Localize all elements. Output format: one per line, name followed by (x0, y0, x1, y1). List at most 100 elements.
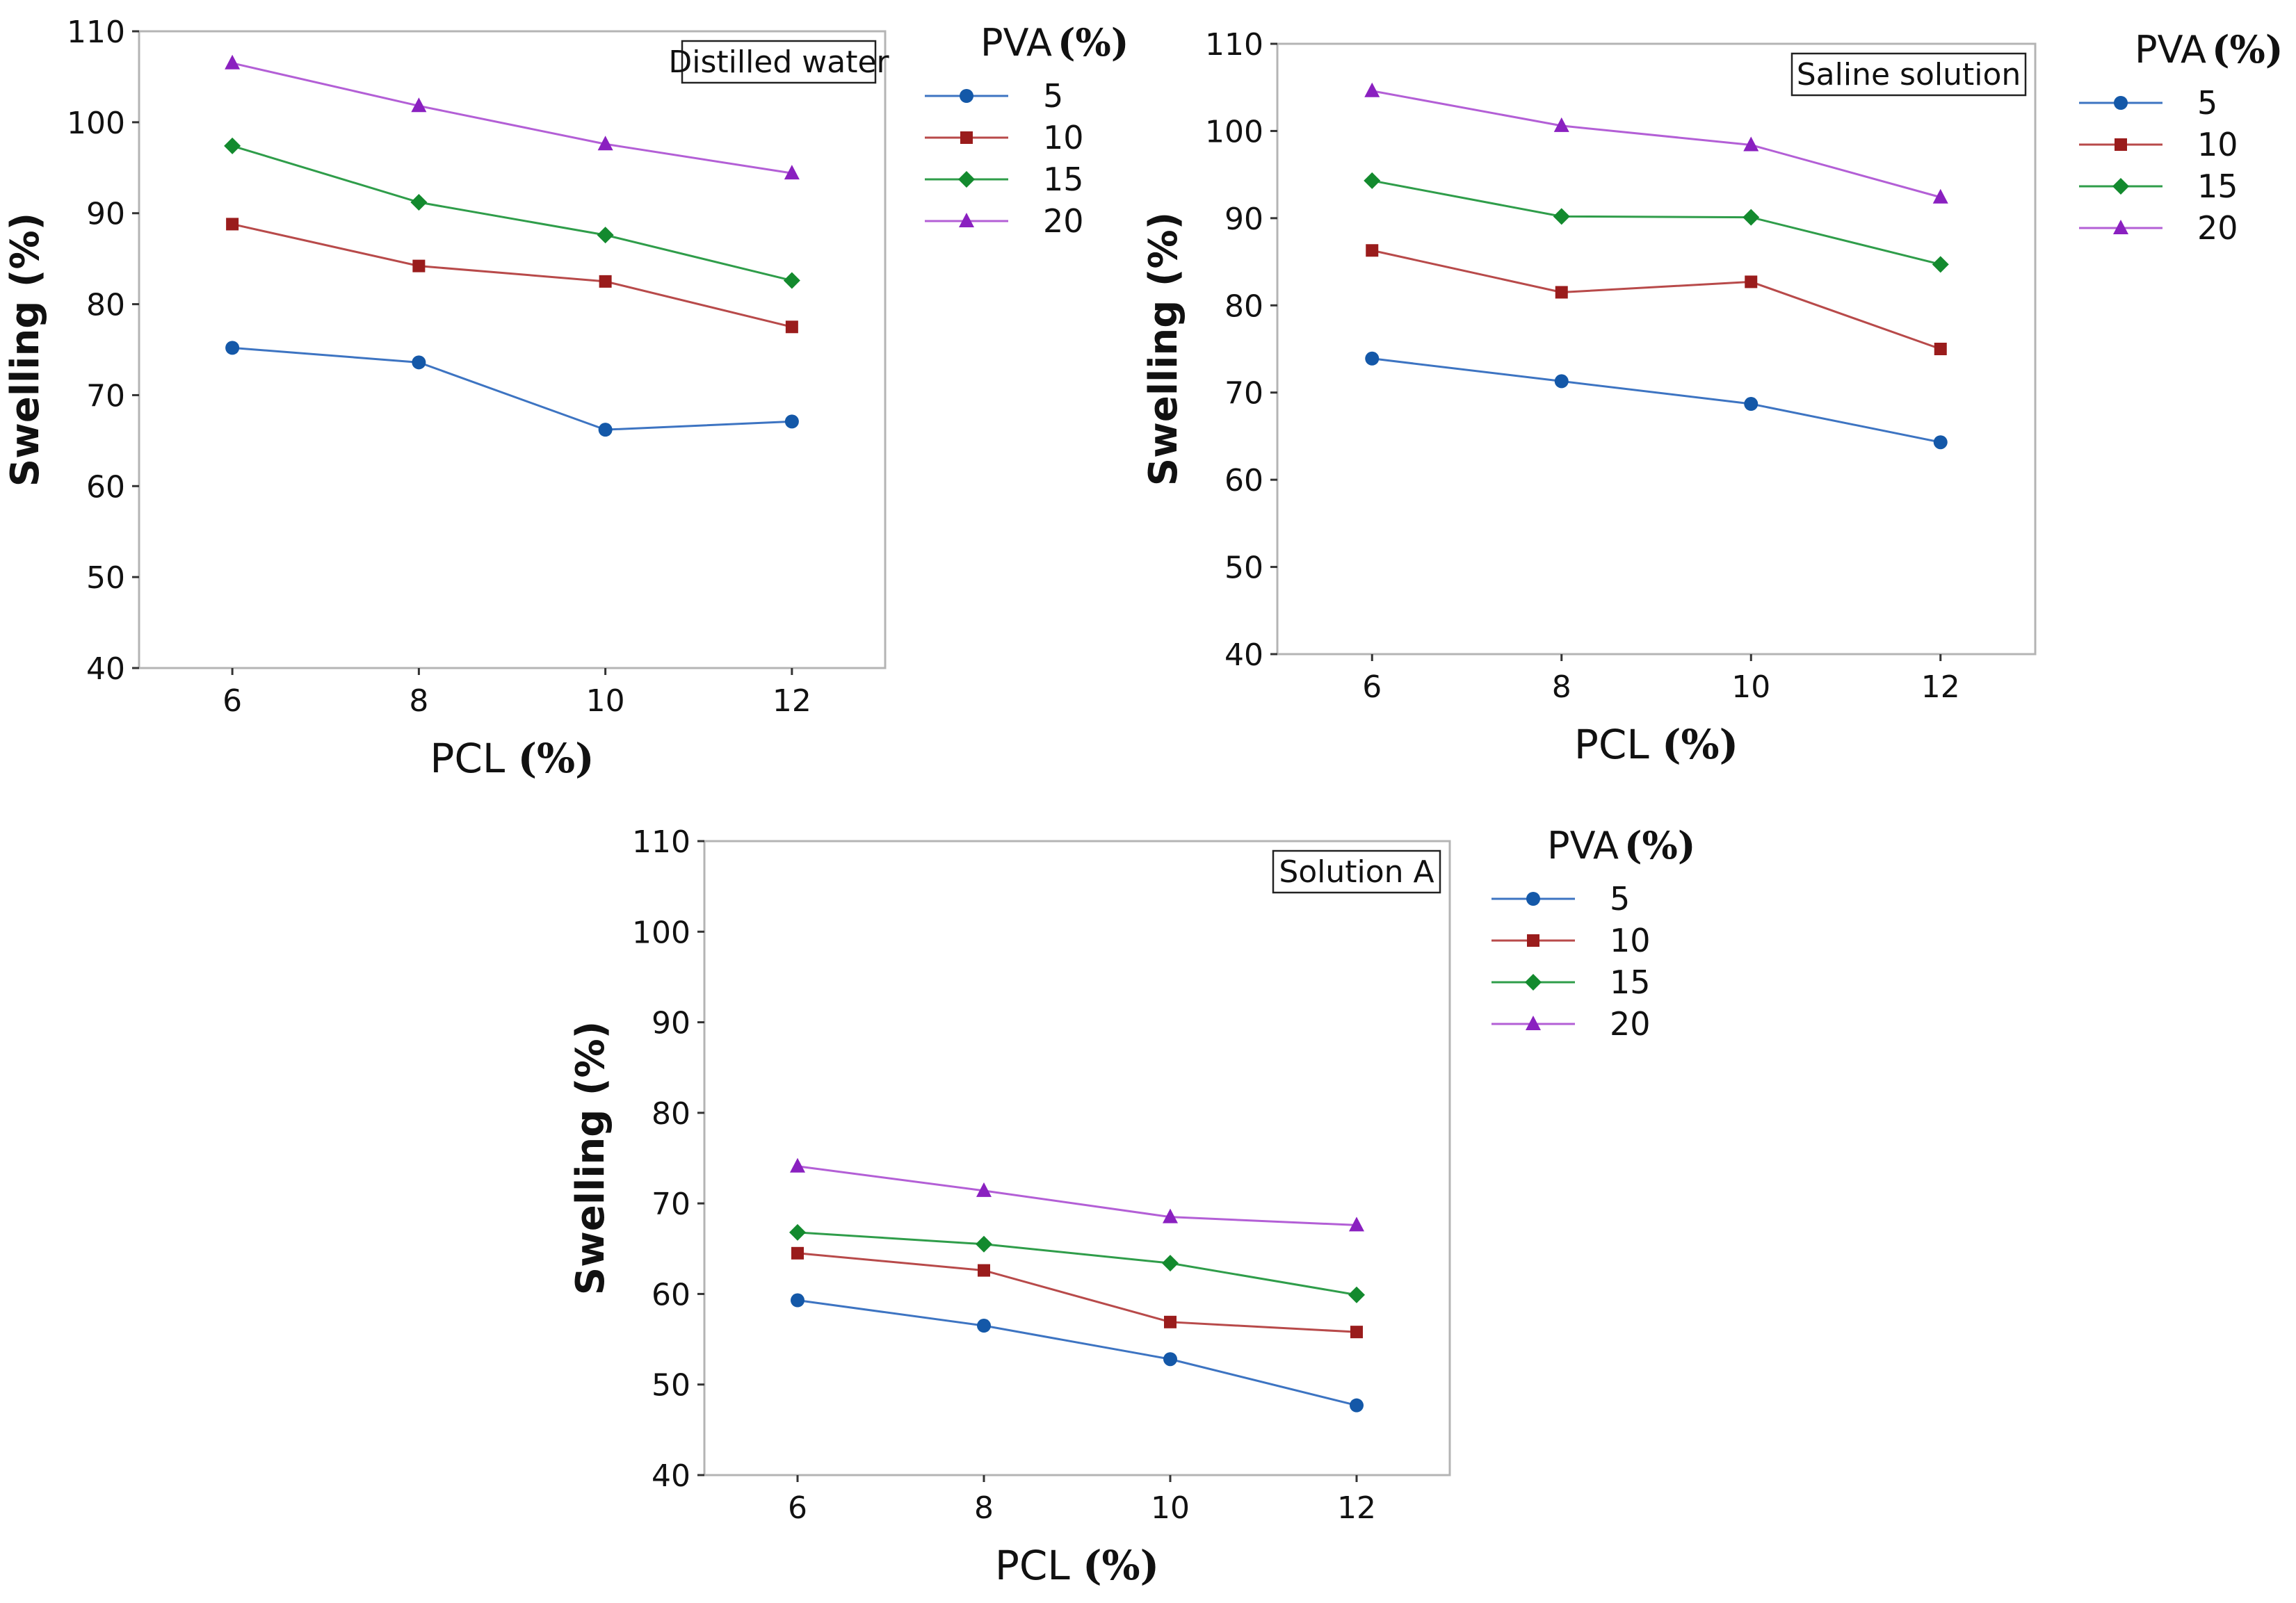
legend-title-text: PVA (1547, 824, 1619, 868)
legend-marker-pva-15 (2112, 178, 2129, 195)
legend-label-pva-20: 20 (1610, 1005, 1651, 1043)
data-point-pva-20 (1364, 82, 1380, 97)
x-tick-label: 10 (1731, 669, 1770, 705)
data-point-pva-20 (225, 54, 241, 70)
legend-label-pva-5: 5 (1610, 880, 1630, 918)
data-point-pva-5 (1350, 1398, 1364, 1413)
y-tick-label: 60 (652, 1277, 690, 1312)
plot-frame (703, 840, 1451, 1476)
plot-frame (1276, 42, 2037, 656)
series-line-pva-20 (232, 62, 793, 174)
y-tick-label: 90 (1224, 202, 1263, 237)
legend-title-text: PVA (980, 21, 1052, 65)
legend-title-text: PVA (2135, 28, 2206, 72)
legend-marker-pva-15 (958, 171, 975, 188)
series-line-pva-10 (797, 1252, 1357, 1333)
chart-distilled-water: 40 50 60 70 80 90 100 110 6 8 10 12 PCL (%) Swelling … (3, 15, 1129, 782)
data-point-pva-20 (411, 97, 427, 113)
data-point-pva-10 (1745, 275, 1758, 288)
data-point-pva-15 (1932, 256, 1949, 273)
data-point-pva-20 (1743, 136, 1759, 152)
x-axis-label-unit: (%) (1662, 721, 1738, 768)
data-point-pva-5 (598, 423, 613, 437)
x-axis-label-text: PCL (995, 1542, 1083, 1589)
y-tick-label: 70 (652, 1187, 690, 1222)
x-axis-label: PCL (%) (430, 735, 594, 782)
series-line-pva-5 (797, 1299, 1357, 1407)
x-axis-label-unit: (%) (518, 735, 595, 782)
legend-marker-pva-10 (2115, 138, 2127, 151)
series-line-pva-15 (1371, 179, 1941, 266)
legend-label-pva-20: 20 (1043, 202, 1084, 240)
data-point-pva-5 (412, 355, 426, 370)
data-point-pva-20 (1553, 117, 1569, 132)
legend-title-unit: (%) (1624, 823, 1695, 868)
series-line-pva-10 (1371, 249, 1941, 350)
data-point-pva-15 (1162, 1255, 1179, 1272)
data-point-pva-15 (783, 272, 800, 289)
y-tick-label: 50 (1224, 551, 1263, 586)
y-tick-label: 40 (1224, 637, 1263, 673)
y-tick-label: 110 (632, 824, 690, 860)
data-point-pva-5 (225, 341, 240, 355)
legend-marker-pva-5 (960, 89, 973, 103)
x-axis-label: PCL (%) (995, 1542, 1159, 1589)
y-tick-label: 60 (1224, 463, 1263, 498)
legend-marker-pva-5 (2114, 96, 2128, 110)
data-point-pva-20 (790, 1157, 805, 1173)
data-point-pva-10 (1164, 1315, 1177, 1328)
legend-label-pva-10: 10 (2197, 126, 2238, 163)
data-point-pva-10 (1350, 1326, 1363, 1339)
legend-title: PVA (%) (2135, 27, 2283, 72)
chart-title-box (1272, 849, 1441, 894)
legend-marker-pva-10 (960, 131, 973, 144)
data-point-pva-5 (1933, 435, 1948, 450)
x-tick-label: 12 (1337, 1490, 1376, 1526)
legend-marker-pva-10 (1527, 934, 1539, 947)
y-tick-label: 70 (86, 378, 125, 414)
x-axis-label: PCL (%) (1574, 721, 1738, 768)
data-point-pva-20 (1163, 1208, 1178, 1223)
x-tick-label: 8 (1552, 669, 1571, 705)
data-point-pva-10 (1366, 244, 1379, 257)
y-tick-label: 100 (67, 106, 125, 141)
x-axis-label-text: PCL (1574, 721, 1662, 768)
legend-label-pva-15: 15 (1043, 161, 1084, 198)
data-point-pva-15 (1348, 1286, 1365, 1303)
y-tick-label: 80 (652, 1096, 690, 1132)
legend-label-pva-15: 15 (1610, 963, 1651, 1001)
series-line-pva-15 (797, 1231, 1357, 1296)
y-tick-label: 80 (1224, 288, 1263, 324)
data-point-pva-5 (784, 414, 799, 429)
y-tick-label: 110 (67, 15, 125, 50)
data-point-pva-20 (976, 1182, 992, 1197)
data-point-pva-5 (791, 1293, 805, 1308)
legend-marker-pva-15 (1525, 974, 1542, 991)
series-line-pva-15 (232, 145, 793, 282)
data-point-pva-15 (789, 1223, 806, 1241)
data-point-pva-10 (791, 1246, 804, 1260)
chart-title-box (1790, 52, 2027, 97)
legend-label-pva-5: 5 (2197, 84, 2217, 122)
legend-label-pva-15: 15 (2197, 168, 2238, 205)
data-point-pva-5 (1554, 374, 1569, 389)
y-tick-label: 60 (86, 469, 125, 505)
legend-label-pva-5: 5 (1043, 77, 1063, 115)
x-tick-label: 12 (773, 683, 811, 719)
y-tick-label: 100 (632, 915, 690, 950)
legend-title: PVA (%) (980, 20, 1129, 65)
x-axis-label-unit: (%) (1083, 1542, 1159, 1589)
y-axis-label: Swelling (%) (568, 1021, 613, 1295)
data-point-pva-5 (1744, 397, 1759, 412)
data-point-pva-15 (597, 227, 614, 244)
chart-title: Saline solution (1797, 57, 2021, 92)
data-point-pva-10 (1934, 343, 1947, 355)
chart-title-box (681, 40, 877, 84)
y-tick-label: 40 (86, 651, 125, 687)
x-tick-label: 8 (409, 683, 428, 719)
y-tick-label: 70 (1224, 376, 1263, 412)
x-tick-label: 12 (1921, 669, 1960, 705)
y-tick-label: 50 (652, 1368, 690, 1403)
data-point-pva-20 (1932, 188, 1948, 204)
data-point-pva-15 (976, 1235, 992, 1253)
